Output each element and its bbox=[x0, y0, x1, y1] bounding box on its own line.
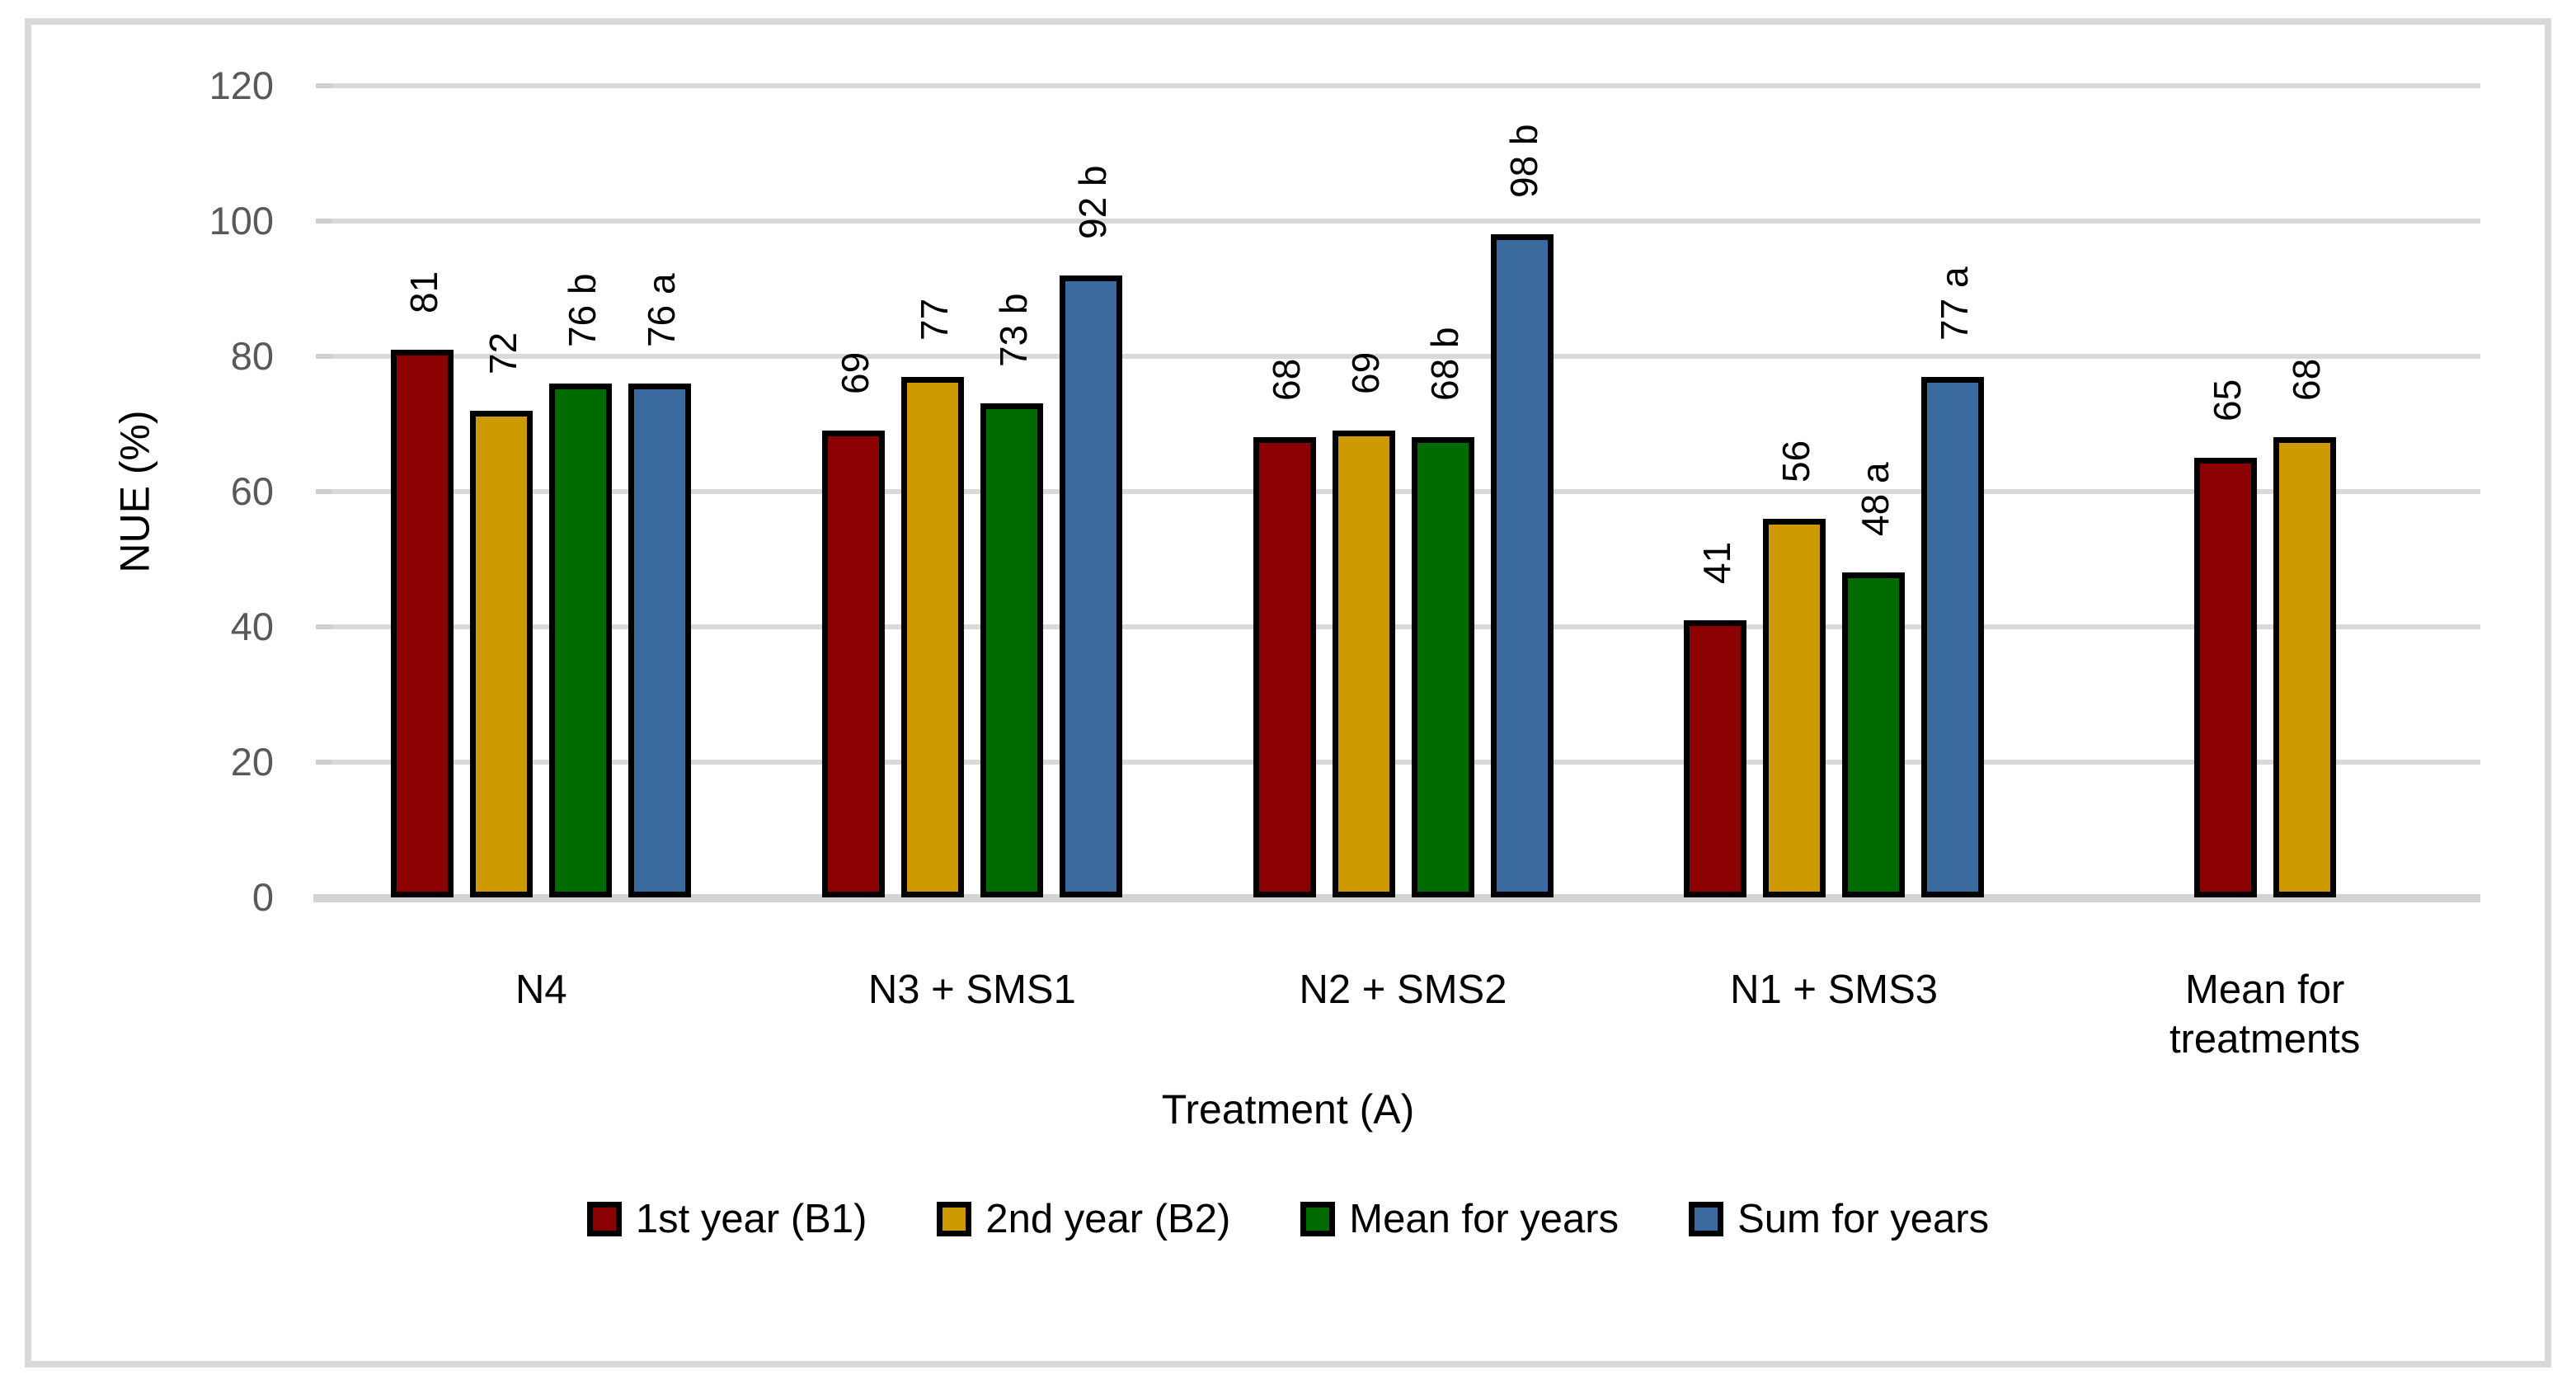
bar-value-label: 69 bbox=[833, 352, 877, 395]
legend-swatch-icon bbox=[1300, 1202, 1336, 1236]
y-axis-tick bbox=[316, 489, 332, 494]
bar-value-label: 56 bbox=[1775, 440, 1818, 483]
y-gridline bbox=[326, 489, 2480, 494]
y-gridline bbox=[326, 83, 2480, 88]
bar-value-label: 41 bbox=[1695, 541, 1739, 584]
y-gridline bbox=[326, 624, 2480, 629]
bar-mean-for-years-3 bbox=[1411, 437, 1474, 897]
x-category-label: N3 + SMS1 bbox=[867, 968, 1076, 1012]
legend-item: Sum for years bbox=[1689, 1196, 1989, 1242]
bar-1st-year-b1--1 bbox=[391, 349, 454, 897]
y-gridline bbox=[326, 219, 2480, 224]
bar-2nd-year-b2--4 bbox=[1763, 518, 1826, 897]
legend-swatch-icon bbox=[937, 1202, 972, 1236]
x-category-label: N1 + SMS3 bbox=[1730, 968, 1939, 1012]
legend-item: 1st year (B1) bbox=[586, 1196, 867, 1242]
bar-value-label: 68 bbox=[2284, 359, 2328, 402]
bar-mean-for-years-4 bbox=[1842, 572, 1906, 897]
y-axis-tick bbox=[316, 354, 332, 359]
bar-value-label: 77 a bbox=[1933, 266, 1977, 341]
bar-value-label: 69 bbox=[1343, 352, 1387, 395]
bar-value-label: 72 bbox=[482, 332, 525, 374]
legend-swatch-icon bbox=[586, 1202, 622, 1236]
legend-label: Sum for years bbox=[1737, 1197, 1990, 1241]
bar-value-label: 98 b bbox=[1502, 124, 1545, 199]
x-category-label: Mean for treatments bbox=[2169, 968, 2361, 1062]
legend-item: 2nd year (B2) bbox=[937, 1196, 1230, 1242]
y-tick-label: 20 bbox=[230, 740, 274, 784]
y-tick-label: 40 bbox=[230, 605, 274, 648]
bar-mean-for-years-1 bbox=[549, 383, 613, 897]
y-tick-label: 120 bbox=[209, 64, 274, 107]
y-axis-tick bbox=[316, 219, 332, 224]
y-gridline bbox=[326, 760, 2480, 765]
legend-label: 1st year (B1) bbox=[635, 1197, 867, 1241]
y-tick-label: 80 bbox=[230, 334, 274, 378]
y-axis-title: NUE (%) bbox=[104, 86, 167, 897]
bar-1st-year-b1--5 bbox=[2193, 458, 2257, 897]
bar-1st-year-b1--3 bbox=[1253, 437, 1316, 897]
legend-label: Mean for years bbox=[1349, 1197, 1619, 1241]
bar-2nd-year-b2--3 bbox=[1332, 431, 1395, 897]
bar-sum-for-years-4 bbox=[1921, 376, 1985, 897]
bar-value-label: 92 b bbox=[1070, 165, 1114, 239]
bar-value-label: 48 a bbox=[1854, 462, 1897, 537]
bar-sum-for-years-1 bbox=[628, 383, 692, 897]
legend-label: 2nd year (B2) bbox=[985, 1197, 1231, 1241]
bar-value-label: 73 b bbox=[991, 293, 1035, 368]
x-axis-line bbox=[313, 894, 2480, 902]
bar-mean-for-years-2 bbox=[980, 403, 1043, 897]
y-tick-label: 0 bbox=[251, 875, 274, 919]
bar-1st-year-b1--2 bbox=[821, 431, 885, 897]
y-axis-tick bbox=[316, 760, 332, 765]
bar-value-label: 65 bbox=[2205, 379, 2249, 421]
bar-1st-year-b1--4 bbox=[1684, 619, 1747, 897]
x-category-label: N2 + SMS2 bbox=[1299, 968, 1507, 1012]
bar-sum-for-years-3 bbox=[1490, 234, 1554, 897]
bar-2nd-year-b2--1 bbox=[470, 410, 534, 897]
bar-value-label: 68 b bbox=[1422, 327, 1466, 402]
bar-sum-for-years-2 bbox=[1059, 275, 1122, 897]
bar-value-label: 81 bbox=[402, 271, 446, 313]
y-axis-title-text: NUE (%) bbox=[112, 410, 158, 573]
y-tick-label: 100 bbox=[209, 199, 274, 242]
bar-2nd-year-b2--5 bbox=[2273, 437, 2336, 897]
x-category-label: N4 bbox=[515, 968, 567, 1012]
y-tick-label: 60 bbox=[230, 469, 274, 513]
bar-value-label: 76 a bbox=[640, 273, 684, 347]
y-axis-tick bbox=[316, 83, 332, 88]
legend: 1st year (B1) 2nd year (B2) Mean for years… bbox=[216, 1193, 2360, 1245]
bar-value-label: 68 bbox=[1264, 359, 1308, 402]
y-gridline bbox=[326, 354, 2480, 359]
y-axis-tick bbox=[316, 624, 332, 629]
bar-value-label: 77 bbox=[912, 298, 956, 341]
legend-item: Mean for years bbox=[1300, 1196, 1619, 1242]
legend-swatch-icon bbox=[1689, 1202, 1724, 1236]
bar-2nd-year-b2--2 bbox=[900, 376, 964, 897]
x-axis-title: Treatment (A) bbox=[1161, 1086, 1415, 1132]
bar-value-label: 76 b bbox=[561, 273, 604, 347]
